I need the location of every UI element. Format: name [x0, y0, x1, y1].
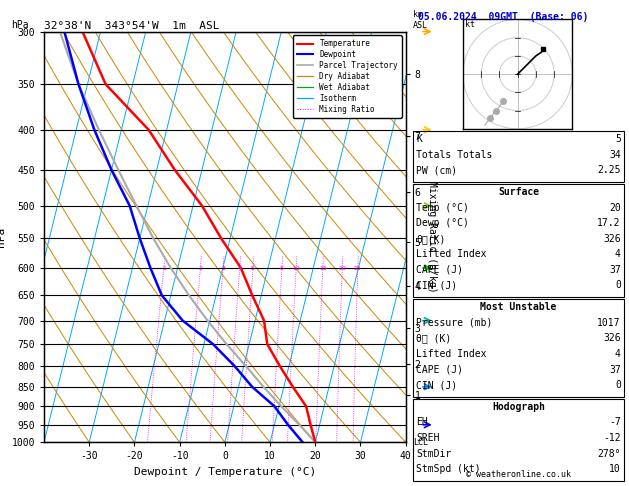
Text: Lifted Index: Lifted Index [416, 349, 487, 359]
Text: 4: 4 [615, 249, 621, 260]
Text: 2.25: 2.25 [598, 165, 621, 175]
Text: 4: 4 [238, 265, 242, 271]
Text: hPa: hPa [11, 19, 29, 30]
Text: θᴄ(K): θᴄ(K) [416, 234, 446, 244]
Text: 32°38'N  343°54'W  1m  ASL: 32°38'N 343°54'W 1m ASL [44, 21, 220, 31]
Text: CIN (J): CIN (J) [416, 280, 457, 291]
Text: 5: 5 [251, 265, 255, 271]
Text: 2: 2 [198, 265, 203, 271]
Text: LCL: LCL [413, 438, 428, 447]
Text: 37: 37 [609, 364, 621, 375]
Text: θᴄ (K): θᴄ (K) [416, 333, 452, 344]
Text: © weatheronline.co.uk: © weatheronline.co.uk [466, 469, 571, 479]
Text: Dewp (°C): Dewp (°C) [416, 218, 469, 228]
Text: Lifted Index: Lifted Index [416, 249, 487, 260]
Text: 17.2: 17.2 [598, 218, 621, 228]
Text: km
ASL: km ASL [413, 10, 428, 30]
Text: 05.06.2024  09GMT  (Base: 06): 05.06.2024 09GMT (Base: 06) [418, 12, 589, 22]
Text: 0: 0 [615, 280, 621, 291]
X-axis label: Dewpoint / Temperature (°C): Dewpoint / Temperature (°C) [134, 467, 316, 477]
Text: 34: 34 [609, 150, 621, 160]
Text: EH: EH [416, 417, 428, 428]
Text: CAPE (J): CAPE (J) [416, 265, 464, 275]
Text: 37: 37 [609, 265, 621, 275]
Text: Hodograph: Hodograph [492, 402, 545, 412]
Text: 326: 326 [603, 234, 621, 244]
Text: CAPE (J): CAPE (J) [416, 364, 464, 375]
Text: -12: -12 [603, 433, 621, 443]
Text: StmDir: StmDir [416, 449, 452, 459]
Text: kt: kt [465, 20, 475, 29]
Text: 326: 326 [603, 333, 621, 344]
Text: 278°: 278° [598, 449, 621, 459]
Text: SREH: SREH [416, 433, 440, 443]
Text: 8: 8 [280, 265, 284, 271]
Text: 1: 1 [162, 265, 165, 271]
Text: 15: 15 [319, 265, 326, 271]
Text: Totals Totals: Totals Totals [416, 150, 493, 160]
Text: CIN (J): CIN (J) [416, 380, 457, 390]
Text: 4: 4 [615, 349, 621, 359]
Text: Most Unstable: Most Unstable [481, 302, 557, 312]
Text: 20: 20 [338, 265, 347, 271]
Text: K: K [416, 134, 422, 144]
Text: 10: 10 [292, 265, 300, 271]
Text: PW (cm): PW (cm) [416, 165, 457, 175]
Text: Pressure (mb): Pressure (mb) [416, 318, 493, 328]
Y-axis label: Mixing Ratio (g/kg): Mixing Ratio (g/kg) [427, 181, 437, 293]
Text: 25: 25 [354, 265, 362, 271]
Text: 5: 5 [615, 134, 621, 144]
Text: Surface: Surface [498, 187, 539, 197]
Text: 3: 3 [221, 265, 225, 271]
Text: -7: -7 [609, 417, 621, 428]
Y-axis label: hPa: hPa [0, 227, 6, 247]
Text: Temp (°C): Temp (°C) [416, 203, 469, 213]
Legend: Temperature, Dewpoint, Parcel Trajectory, Dry Adiabat, Wet Adiabat, Isotherm, Mi: Temperature, Dewpoint, Parcel Trajectory… [292, 35, 402, 118]
Text: StmSpd (kt): StmSpd (kt) [416, 464, 481, 474]
Text: 20: 20 [609, 203, 621, 213]
Text: 10: 10 [609, 464, 621, 474]
Text: 1017: 1017 [598, 318, 621, 328]
Text: 0: 0 [615, 380, 621, 390]
